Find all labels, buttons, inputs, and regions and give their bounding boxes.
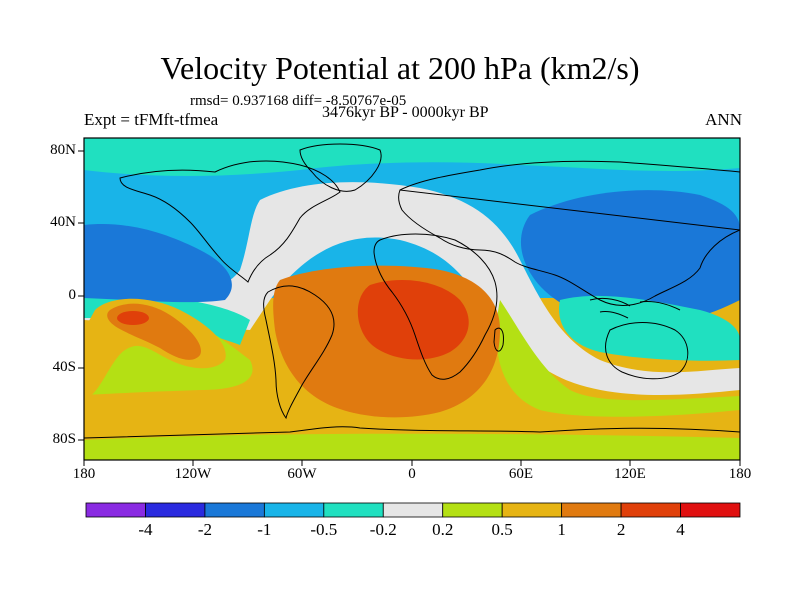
field-cyan-arctic (84, 138, 740, 176)
stats-line: rmsd= 0.937168 diff= -8.50767e-05 (190, 93, 407, 109)
colorbar-swatch (620, 502, 681, 518)
colorbar-swatch (145, 502, 206, 518)
x-tick-label: 180 (72, 466, 96, 482)
coast-africa (373, 233, 498, 380)
season-label: ANN (705, 110, 742, 129)
colorbar-level-label: 2 (616, 520, 626, 539)
x-tick-label: 120W (174, 466, 212, 482)
colorbar-level-label: -0.2 (369, 520, 397, 539)
colorbar-swatch (680, 502, 741, 518)
field-blue-asia (520, 190, 740, 327)
coast-greenland (299, 143, 382, 192)
y-tick-label: 0 (68, 287, 77, 303)
coast-australia (605, 322, 689, 380)
experiment-label: Expt = tFMft-tfmea (84, 110, 219, 129)
coast-north-america (119, 160, 341, 283)
x-tick-label: 60E (508, 466, 534, 482)
field-redorange-africa (357, 280, 469, 360)
field-yellowgreen-east (496, 300, 740, 417)
colorbar-level-label: -1 (257, 520, 272, 539)
colorbar-level-label: 4 (676, 520, 685, 539)
colorbar-swatch (323, 502, 384, 518)
field-redorange-swpacific (117, 311, 149, 325)
colorbar-level-label: -2 (197, 520, 212, 539)
colorbar-swatch (263, 502, 325, 518)
period-label: 3476kyr BP - 0000kyr BP (322, 104, 489, 121)
colorbar-level-label: -4 (138, 520, 153, 539)
colorbar-level-label: -0.5 (310, 520, 338, 539)
y-tick-label: 80S (52, 431, 76, 447)
colorbar-swatch (442, 502, 503, 518)
chart-title: Velocity Potential at 200 hPa (km2/s) (160, 50, 640, 86)
y-tick-label: 80N (50, 142, 76, 158)
field-blue-eastpacific (84, 224, 232, 303)
x-tick-label: 120E (614, 466, 646, 482)
colorbar-level-label: 1 (557, 520, 566, 539)
x-tick-label: 60W (287, 466, 317, 482)
colorbar-swatch (382, 502, 444, 518)
colorbar-level-label: 0.2 (432, 520, 454, 539)
colorbar-swatch (204, 502, 265, 518)
coast-south-america (263, 285, 335, 420)
colorbar-level-label: 0.5 (491, 520, 513, 539)
field-cyan-indopacific (559, 295, 740, 361)
x-tick-label: 180 (728, 466, 752, 482)
coast-madagascar (493, 327, 504, 352)
y-tick-label: 40N (50, 214, 76, 230)
colorbar-swatch (501, 502, 563, 518)
coast-antarctica (84, 426, 740, 439)
x-tick-label: 0 (408, 466, 416, 482)
coast-indonesia (589, 297, 681, 319)
field-yellowgreen-antarctic (84, 433, 740, 460)
y-tick-label: 40S (52, 359, 76, 375)
colorbar-swatch (561, 502, 622, 518)
colorbar-swatch (85, 502, 146, 518)
coast-eurasia (398, 160, 740, 307)
